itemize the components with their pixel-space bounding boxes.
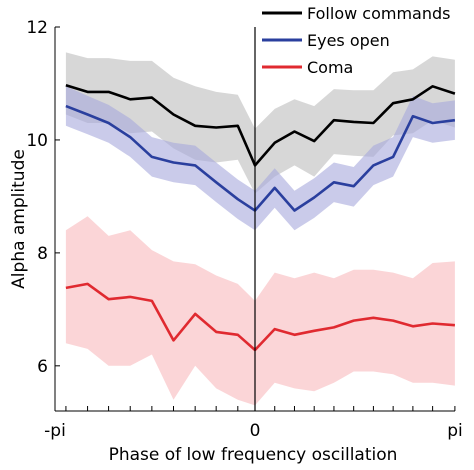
x-tick-label: 0 <box>250 421 261 441</box>
y-tick-label: 12 <box>26 18 48 38</box>
y-axis-title: Alpha amplitude <box>9 149 29 289</box>
legend-label-1: Eyes open <box>307 31 390 50</box>
series-band-0 <box>65 52 455 194</box>
y-tick-label: 8 <box>37 244 48 264</box>
x-tick-label: pi <box>447 421 463 441</box>
series-band-1 <box>65 86 455 231</box>
x-axis-ticks: -pi 0 pi <box>44 406 463 441</box>
confidence-bands <box>65 52 455 406</box>
series-band-2 <box>65 216 455 406</box>
y-tick-label: 10 <box>26 131 48 151</box>
legend: Follow commands Eyes open Coma <box>262 4 450 77</box>
legend-label-2: Coma <box>307 58 353 77</box>
y-tick-label: 6 <box>37 357 48 377</box>
x-tick-label: -pi <box>44 421 66 441</box>
legend-label-0: Follow commands <box>307 4 450 23</box>
series-line-2 <box>65 282 455 352</box>
series-line-1 <box>65 104 456 212</box>
x-axis-title: Phase of low frequency oscillation <box>109 445 398 465</box>
series-lines <box>65 83 456 352</box>
series-line-0 <box>65 83 456 167</box>
y-axis-ticks: 6 8 10 12 <box>26 18 60 377</box>
